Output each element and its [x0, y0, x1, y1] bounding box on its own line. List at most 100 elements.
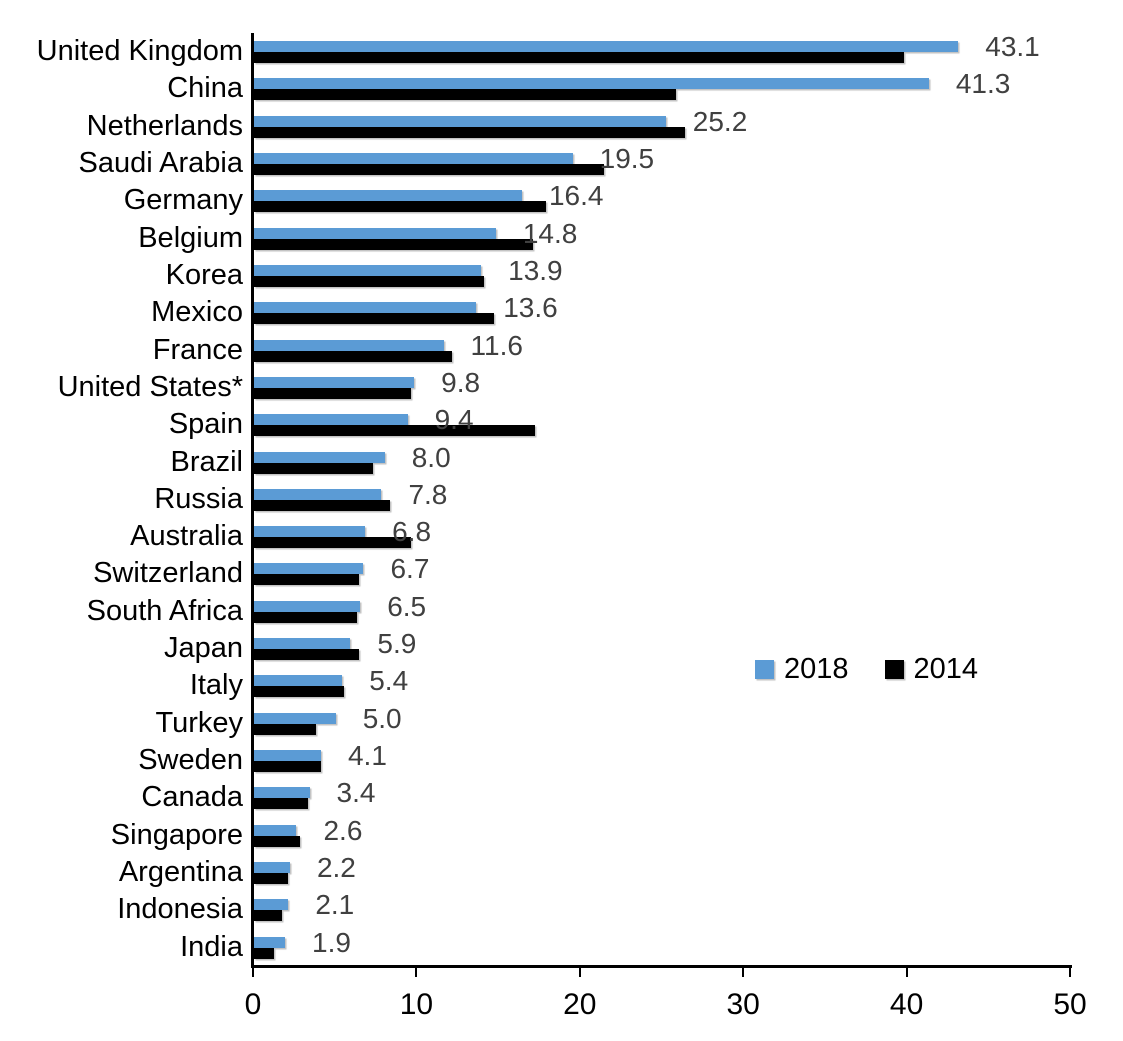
legend-swatch-2014-icon: [884, 660, 904, 679]
category-label: France: [152, 333, 243, 366]
value-label: 16.4: [548, 180, 604, 212]
bar-2014: [254, 835, 300, 847]
bar-2014: [254, 462, 374, 474]
value-label: 1.9: [312, 926, 351, 958]
bar-2014: [254, 798, 308, 810]
category-label: Korea: [165, 258, 243, 291]
bar-2018: [254, 414, 408, 426]
legend: 2018 2014: [755, 653, 979, 685]
bar-2018: [254, 451, 385, 463]
category-label: Indonesia: [117, 893, 243, 926]
category-label: China: [167, 72, 243, 105]
bar-2014: [254, 89, 676, 101]
category-label: India: [180, 930, 243, 963]
value-label: 4.1: [347, 740, 387, 772]
value-label: 2.2: [316, 852, 356, 884]
x-axis-line: [251, 965, 1072, 968]
x-axis-tick: [742, 968, 745, 977]
bar-2018: [254, 152, 573, 164]
bar-2018: [254, 712, 336, 724]
bar-2018: [254, 376, 415, 388]
bar-2018: [254, 339, 444, 351]
bar-2014: [254, 649, 359, 661]
value-label: 5.9: [377, 628, 417, 660]
legend-swatch-2018-icon: [755, 660, 774, 679]
x-axis-tick-label: 20: [563, 988, 597, 1021]
x-axis-tick: [252, 968, 254, 977]
bar-2018: [254, 899, 289, 911]
value-label: 5.4: [369, 665, 409, 697]
bar-2014: [254, 238, 534, 250]
bar-2018: [254, 675, 343, 687]
value-label: 14.8: [522, 217, 578, 249]
bar-2018: [254, 862, 290, 874]
value-label: 9.4: [434, 404, 474, 436]
value-label: 13.6: [503, 292, 558, 324]
category-label: Spain: [168, 408, 243, 441]
category-label: Japan: [163, 632, 243, 665]
bar-2014: [254, 499, 390, 511]
bar-2014: [254, 686, 344, 698]
category-label: Mexico: [151, 296, 243, 329]
bar-2014: [254, 611, 357, 623]
category-label: Australia: [130, 520, 243, 553]
value-label: 7.8: [408, 478, 448, 510]
bar-2014: [254, 275, 485, 287]
legend-item-2014: 2014: [884, 653, 979, 685]
bar-2014: [254, 947, 274, 959]
bar-2014: [254, 313, 495, 325]
bar-2018: [254, 936, 286, 948]
bar-2014: [254, 425, 536, 437]
legend-item-2018: 2018: [755, 653, 849, 685]
value-label: 13.9: [508, 254, 563, 286]
category-label: Saudi Arabia: [78, 146, 243, 179]
bar-2014: [254, 387, 411, 399]
bar-2014: [254, 873, 289, 885]
value-label: 5.0: [362, 702, 402, 734]
x-axis-tick: [415, 968, 418, 977]
bar-2014: [254, 574, 359, 586]
value-label: 6.5: [387, 590, 427, 622]
value-label: 6.8: [392, 516, 432, 548]
bar-2014: [254, 350, 452, 362]
y-axis-line: [251, 33, 254, 967]
value-label: 6.7: [390, 553, 430, 585]
x-axis-tick: [578, 968, 581, 977]
value-label: 11.6: [470, 329, 523, 361]
bar-2018: [254, 115, 666, 127]
x-axis-tick: [1069, 968, 1071, 977]
x-axis-tick-label: 40: [889, 988, 924, 1021]
value-label: 41.3: [955, 68, 1011, 100]
value-label: 19.5: [599, 142, 655, 174]
bar-2018: [254, 302, 477, 314]
bar-2014: [254, 163, 604, 175]
value-label: 43.1: [985, 31, 1040, 62]
x-axis-tick-label: 50: [1053, 988, 1087, 1021]
legend-label-2018: 2018: [784, 653, 849, 685]
bar-2014: [254, 537, 411, 549]
category-label: Turkey: [155, 706, 243, 739]
value-label: 8.0: [411, 441, 451, 473]
bar-2018: [254, 787, 310, 799]
category-label: Switzerland: [93, 557, 243, 590]
bar-2018: [254, 78, 929, 90]
x-axis-tick-label: 10: [399, 988, 434, 1021]
category-label: United Kingdom: [36, 35, 243, 67]
x-axis-tick-label: 30: [726, 988, 760, 1021]
bar-2018: [254, 264, 482, 276]
bar-2018: [254, 190, 522, 202]
category-label: Netherlands: [86, 109, 243, 142]
bar-2018: [254, 750, 321, 762]
bar-2018: [254, 638, 351, 650]
bar-2014: [254, 126, 686, 138]
bar-2018: [254, 488, 382, 500]
category-label: Canada: [141, 781, 243, 814]
value-label: 3.4: [336, 777, 376, 809]
bar-2014: [254, 52, 905, 63]
value-label: 2.1: [315, 889, 355, 921]
bar-2014: [254, 723, 317, 735]
value-label: 25.2: [692, 105, 748, 137]
legend-label-2014: 2014: [913, 653, 979, 685]
category-label: United States*: [57, 370, 243, 403]
x-axis-tick: [905, 968, 908, 977]
